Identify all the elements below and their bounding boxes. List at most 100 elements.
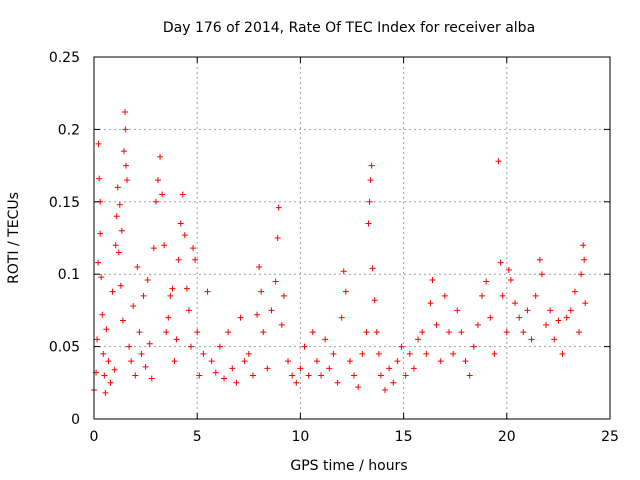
- y-tick-label: 0.05: [49, 340, 80, 356]
- data-point: [580, 242, 587, 249]
- data-point: [377, 372, 384, 379]
- data-point: [524, 307, 531, 314]
- data-point: [367, 177, 374, 184]
- x-tick-label: 0: [90, 429, 99, 445]
- data-point: [118, 227, 125, 234]
- data-point: [285, 358, 292, 365]
- data-point: [194, 329, 201, 336]
- data-point: [204, 288, 211, 295]
- data-point: [192, 256, 199, 263]
- data-point: [402, 372, 409, 379]
- data-point: [114, 184, 121, 191]
- data-point: [225, 329, 232, 336]
- data-point: [140, 292, 147, 299]
- data-point: [112, 242, 119, 249]
- y-tick-label: 0: [71, 412, 80, 428]
- data-point: [258, 288, 265, 295]
- data-point: [154, 177, 161, 184]
- data-point: [99, 311, 106, 318]
- data-point: [483, 278, 490, 285]
- data-point: [233, 379, 240, 386]
- data-series-roti: [91, 109, 589, 396]
- data-point: [503, 329, 510, 336]
- data-point: [446, 329, 453, 336]
- data-point: [427, 300, 434, 307]
- data-point: [268, 307, 275, 314]
- data-point: [216, 343, 223, 350]
- data-point: [567, 307, 574, 314]
- data-point: [410, 365, 417, 372]
- data-point: [181, 232, 188, 239]
- x-tick-label: 15: [395, 429, 413, 445]
- x-tick-label: 20: [498, 429, 516, 445]
- data-point: [275, 204, 282, 211]
- data-point: [466, 372, 473, 379]
- data-point: [359, 350, 366, 357]
- data-point: [429, 276, 436, 283]
- data-point: [120, 148, 127, 155]
- data-point: [167, 292, 174, 299]
- data-point: [342, 288, 349, 295]
- data-point: [369, 265, 376, 272]
- data-point: [340, 268, 347, 275]
- data-point: [551, 336, 558, 343]
- data-point: [161, 242, 168, 249]
- data-point: [144, 276, 151, 283]
- data-point: [433, 321, 440, 328]
- data-point: [124, 177, 131, 184]
- data-point: [559, 350, 566, 357]
- data-point: [212, 369, 219, 376]
- data-point: [441, 292, 448, 299]
- data-point: [200, 350, 207, 357]
- data-point: [272, 278, 279, 285]
- data-point: [543, 321, 550, 328]
- data-point: [150, 245, 157, 252]
- data-point: [142, 363, 149, 370]
- data-point: [454, 307, 461, 314]
- y-tick-label: 0.1: [58, 267, 80, 283]
- data-point: [470, 343, 477, 350]
- data-point: [264, 365, 271, 372]
- data-point: [318, 372, 325, 379]
- data-point: [458, 329, 465, 336]
- data-point: [115, 249, 122, 256]
- data-point: [576, 329, 583, 336]
- data-point: [179, 191, 186, 198]
- data-point: [366, 198, 373, 205]
- data-point: [528, 336, 535, 343]
- data-point: [157, 153, 164, 160]
- data-point: [122, 162, 129, 169]
- data-point: [373, 329, 380, 336]
- data-point: [116, 201, 123, 208]
- x-axis-label: GPS time / hours: [290, 458, 407, 474]
- data-point: [330, 350, 337, 357]
- data-point: [256, 263, 263, 270]
- data-point: [386, 365, 393, 372]
- data-point: [512, 300, 519, 307]
- data-point: [326, 365, 333, 372]
- data-point: [415, 336, 422, 343]
- data-point: [338, 314, 345, 321]
- data-point: [134, 263, 141, 270]
- data-point: [177, 220, 184, 227]
- data-point: [163, 329, 170, 336]
- data-point: [581, 256, 588, 263]
- data-point: [462, 358, 469, 365]
- data-point: [130, 303, 137, 310]
- data-point: [109, 288, 116, 295]
- data-point: [351, 372, 358, 379]
- data-point: [107, 379, 114, 386]
- x-tick-label: 10: [291, 429, 309, 445]
- data-point: [309, 329, 316, 336]
- data-point: [499, 292, 506, 299]
- data-point: [487, 314, 494, 321]
- data-point: [334, 379, 341, 386]
- y-tick-label: 0.2: [58, 122, 80, 138]
- data-point: [185, 307, 192, 314]
- data-point: [406, 350, 413, 357]
- data-point: [382, 387, 389, 394]
- data-point: [346, 358, 353, 365]
- data-point: [555, 317, 562, 324]
- plot-frame: [93, 56, 611, 420]
